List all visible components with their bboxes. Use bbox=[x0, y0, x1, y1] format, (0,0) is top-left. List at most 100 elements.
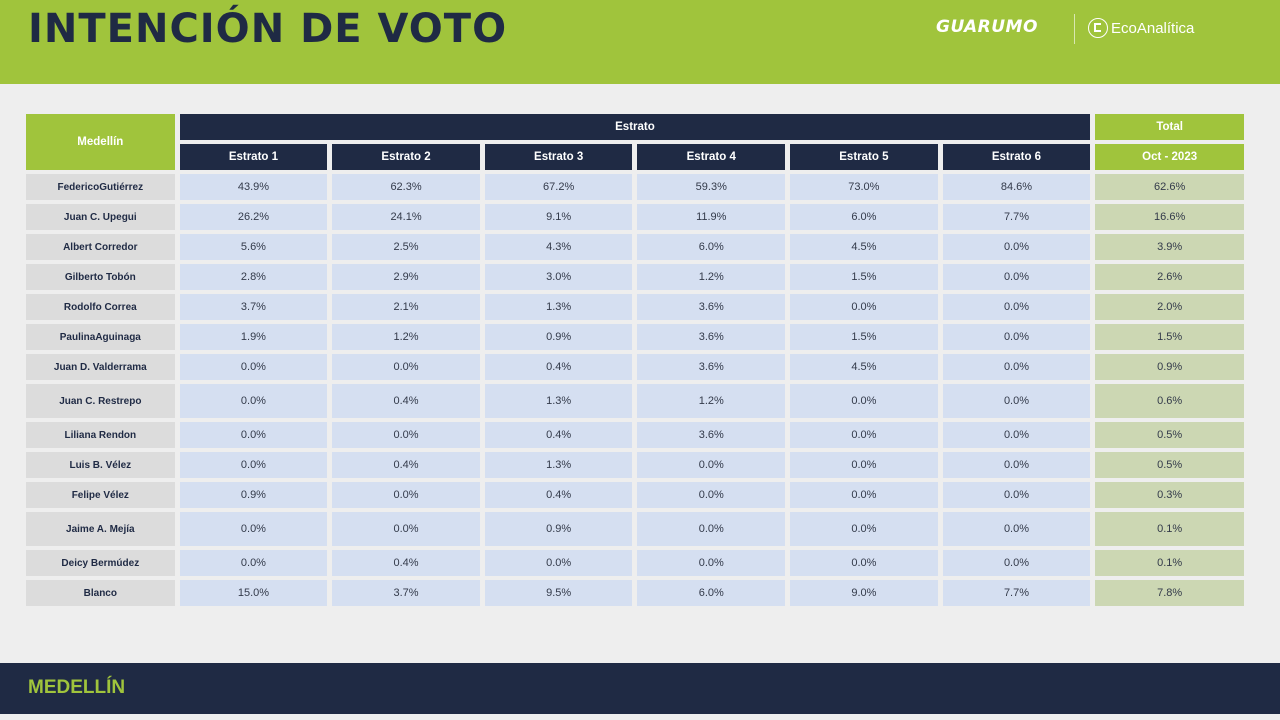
data-table: Medellín Estrato Total Estrato 1 Estrato … bbox=[21, 110, 1249, 610]
estrato-2-value: 24.1% bbox=[332, 204, 480, 230]
estrato-4-value: 3.6% bbox=[637, 294, 786, 320]
candidate-name: Jaime A. Mejía bbox=[26, 512, 175, 546]
estrato-2-value: 2.1% bbox=[332, 294, 480, 320]
column-header-estrato-2: Estrato 2 bbox=[332, 144, 480, 170]
estrato-1-value: 2.8% bbox=[179, 264, 328, 290]
estrato-3-value: 0.4% bbox=[484, 482, 633, 508]
estrato-5-value: 0.0% bbox=[790, 482, 938, 508]
table-row: Juan D. Valderrama 0.0% 0.0% 0.4% 3.6% 4.5% 0.… bbox=[26, 354, 1244, 380]
estrato-3-value: 0.0% bbox=[484, 550, 633, 576]
total-value: 62.6% bbox=[1095, 174, 1244, 200]
page-title: INTENCIÓN DE VOTO bbox=[28, 6, 508, 52]
table-row: Jaime A. Mejía 0.0% 0.0% 0.9% 0.0% 0.0% 0.0% 0.… bbox=[26, 512, 1244, 546]
estrato-1-value: 0.0% bbox=[179, 384, 328, 418]
estrato-6-value: 0.0% bbox=[942, 452, 1091, 478]
estrato-2-value: 3.7% bbox=[332, 580, 480, 606]
estrato-4-value: 59.3% bbox=[637, 174, 786, 200]
estrato-3-value: 0.9% bbox=[484, 512, 633, 546]
estrato-1-value: 43.9% bbox=[179, 174, 328, 200]
estrato-3-value: 67.2% bbox=[484, 174, 633, 200]
candidate-name: PaulinaAguinaga bbox=[26, 324, 175, 350]
estrato-3-value: 9.1% bbox=[484, 204, 633, 230]
table-row: PaulinaAguinaga 1.9% 1.2% 0.9% 3.6% 1.5% 0.0% 1… bbox=[26, 324, 1244, 350]
estrato-3-value: 9.5% bbox=[484, 580, 633, 606]
estrato-1-value: 0.0% bbox=[179, 512, 328, 546]
estrato-6-value: 0.0% bbox=[942, 264, 1091, 290]
estrato-1-value: 0.0% bbox=[179, 354, 328, 380]
estrato-5-value: 73.0% bbox=[790, 174, 938, 200]
estrato-3-value: 4.3% bbox=[484, 234, 633, 260]
estrato-6-value: 7.7% bbox=[942, 204, 1091, 230]
total-value: 0.9% bbox=[1095, 354, 1244, 380]
estrato-5-value: 4.5% bbox=[790, 234, 938, 260]
table-row: Rodolfo Correa 3.7% 2.1% 1.3% 3.6% 0.0% 0.0% 2.… bbox=[26, 294, 1244, 320]
estrato-3-value: 0.9% bbox=[484, 324, 633, 350]
estrato-2-value: 0.4% bbox=[332, 550, 480, 576]
column-header-estrato-6: Estrato 6 bbox=[942, 144, 1091, 170]
estrato-6-value: 0.0% bbox=[942, 422, 1091, 448]
estrato-5-value: 0.0% bbox=[790, 294, 938, 320]
estrato-4-value: 3.6% bbox=[637, 354, 786, 380]
candidate-name: Gilberto Tobón bbox=[26, 264, 175, 290]
logo-divider bbox=[1074, 14, 1075, 44]
ecoanalitica-logo: EcoAnalítica bbox=[1088, 18, 1194, 38]
estrato-1-value: 0.0% bbox=[179, 452, 328, 478]
estrato-1-value: 0.9% bbox=[179, 482, 328, 508]
total-value: 2.0% bbox=[1095, 294, 1244, 320]
estrato-1-value: 5.6% bbox=[179, 234, 328, 260]
estrato-4-value: 0.0% bbox=[637, 550, 786, 576]
candidate-name: Luis B. Vélez bbox=[26, 452, 175, 478]
table-row: Albert Corredor 5.6% 2.5% 4.3% 6.0% 4.5% 0.0% 3… bbox=[26, 234, 1244, 260]
estrato-6-value: 0.0% bbox=[942, 354, 1091, 380]
column-header-estrato-5: Estrato 5 bbox=[790, 144, 938, 170]
table-row: Luis B. Vélez 0.0% 0.4% 1.3% 0.0% 0.0% 0.0% 0.5… bbox=[26, 452, 1244, 478]
estrato-5-value: 0.0% bbox=[790, 512, 938, 546]
estrato-6-value: 0.0% bbox=[942, 324, 1091, 350]
ecoanalitica-icon bbox=[1088, 18, 1108, 38]
total-period-header: Oct - 2023 bbox=[1095, 144, 1244, 170]
estrato-5-value: 6.0% bbox=[790, 204, 938, 230]
estrato-4-value: 6.0% bbox=[637, 234, 786, 260]
candidate-name: Albert Corredor bbox=[26, 234, 175, 260]
estrato-1-value: 0.0% bbox=[179, 550, 328, 576]
estrato-3-value: 1.3% bbox=[484, 294, 633, 320]
total-header: Total bbox=[1095, 114, 1244, 140]
candidate-name: FedericoGutiérrez bbox=[26, 174, 175, 200]
estrato-6-value: 0.0% bbox=[942, 482, 1091, 508]
table-row: Juan C. Upegui 26.2% 24.1% 9.1% 11.9% 6.0% 7.7… bbox=[26, 204, 1244, 230]
footer-band: MEDELLÍN bbox=[0, 663, 1280, 714]
estrato-6-value: 7.7% bbox=[942, 580, 1091, 606]
estrato-6-value: 0.0% bbox=[942, 384, 1091, 418]
candidate-name: Liliana Rendon bbox=[26, 422, 175, 448]
estrato-3-value: 1.3% bbox=[484, 384, 633, 418]
estrato-1-value: 15.0% bbox=[179, 580, 328, 606]
estrato-group-header: Estrato bbox=[179, 114, 1091, 140]
estrato-4-value: 1.2% bbox=[637, 264, 786, 290]
city-header: Medellín bbox=[26, 114, 175, 170]
estrato-5-value: 1.5% bbox=[790, 324, 938, 350]
estrato-4-value: 0.0% bbox=[637, 452, 786, 478]
estrato-4-value: 3.6% bbox=[637, 422, 786, 448]
estrato-6-value: 0.0% bbox=[942, 294, 1091, 320]
footer-city-label: MEDELLÍN bbox=[28, 677, 126, 698]
total-value: 16.6% bbox=[1095, 204, 1244, 230]
estrato-3-value: 1.3% bbox=[484, 452, 633, 478]
ecoanalitica-label: EcoAnalítica bbox=[1111, 19, 1195, 37]
estrato-2-value: 0.0% bbox=[332, 482, 480, 508]
estrato-2-value: 0.4% bbox=[332, 384, 480, 418]
estrato-2-value: 2.5% bbox=[332, 234, 480, 260]
candidate-name: Rodolfo Correa bbox=[26, 294, 175, 320]
table-row: Juan C. Restrepo 0.0% 0.4% 1.3% 1.2% 0.0% 0.0%… bbox=[26, 384, 1244, 418]
estrato-6-value: 0.0% bbox=[942, 234, 1091, 260]
estrato-4-value: 1.2% bbox=[637, 384, 786, 418]
column-header-estrato-3: Estrato 3 bbox=[484, 144, 633, 170]
estrato-4-value: 3.6% bbox=[637, 324, 786, 350]
estrato-2-value: 0.0% bbox=[332, 512, 480, 546]
estrato-5-value: 0.0% bbox=[790, 452, 938, 478]
estrato-4-value: 0.0% bbox=[637, 512, 786, 546]
estrato-2-value: 62.3% bbox=[332, 174, 480, 200]
column-header-estrato-1: Estrato 1 bbox=[179, 144, 328, 170]
estrato-6-value: 84.6% bbox=[942, 174, 1091, 200]
total-value: 0.1% bbox=[1095, 550, 1244, 576]
total-value: 0.6% bbox=[1095, 384, 1244, 418]
